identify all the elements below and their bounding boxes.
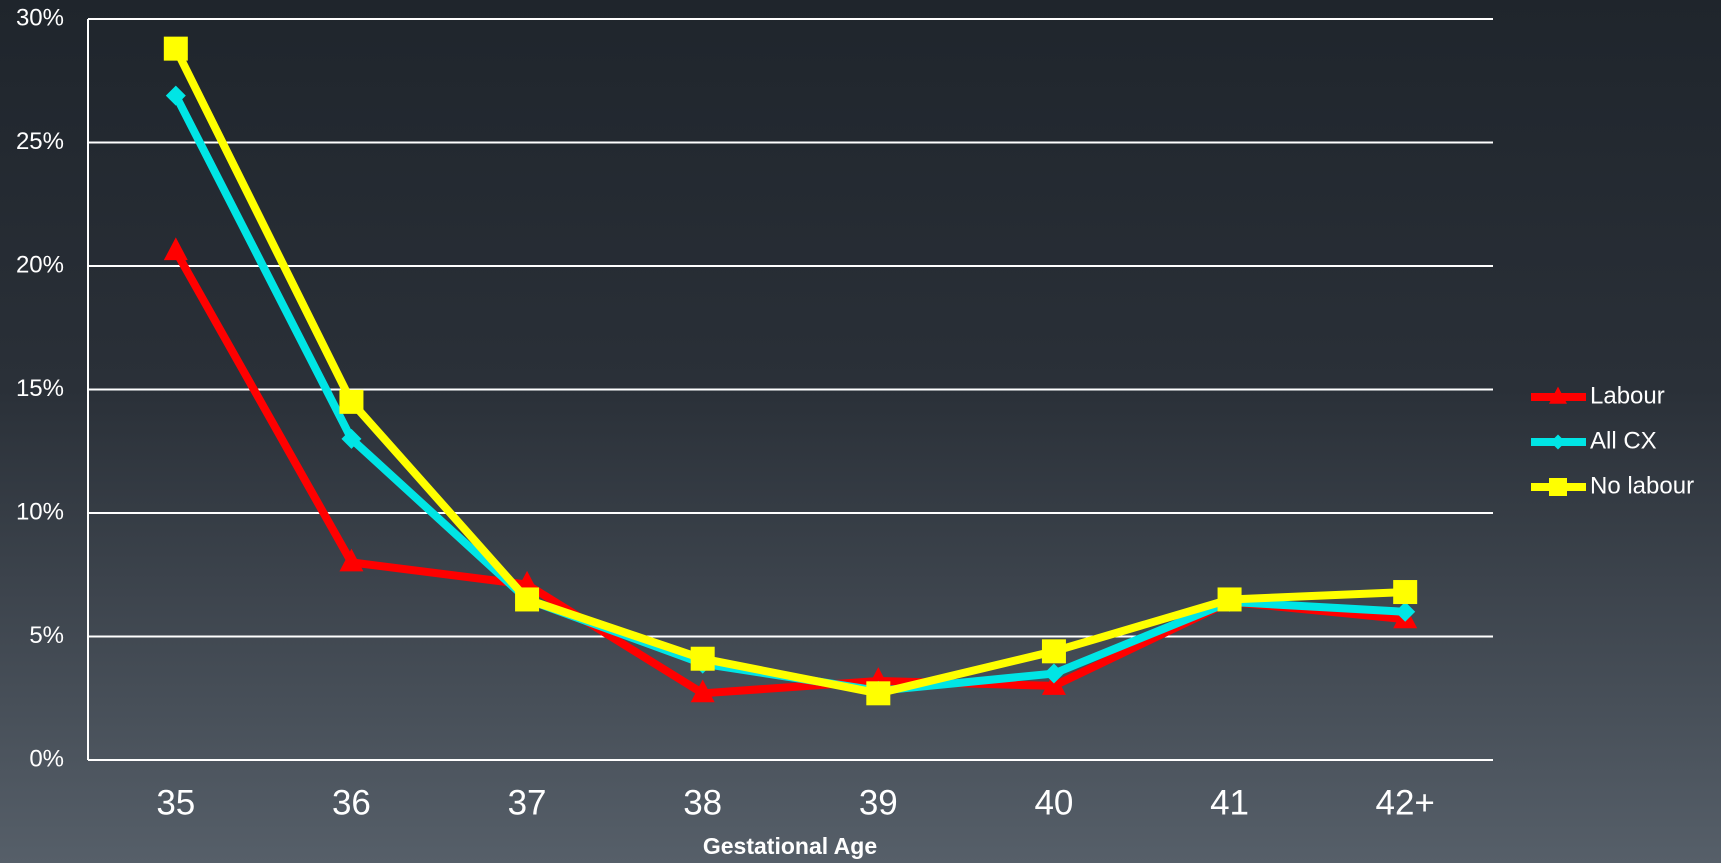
- data-point: [165, 85, 186, 106]
- legend-label: No labour: [1590, 472, 1694, 499]
- x-tick-label: 35: [156, 783, 195, 822]
- data-point: [1217, 587, 1242, 612]
- legend-label: All CX: [1590, 427, 1657, 454]
- y-tick-label: 15%: [16, 375, 64, 402]
- legend-marker: [1549, 386, 1567, 404]
- y-tick-label: 30%: [16, 4, 64, 31]
- data-point: [1043, 663, 1064, 684]
- x-tick-label: 36: [332, 783, 371, 822]
- data-point: [163, 237, 188, 261]
- y-tick-label: 10%: [16, 498, 64, 525]
- series-line: [172, 249, 1406, 698]
- x-tick-label: 40: [1034, 783, 1073, 822]
- legend-marker: [1549, 478, 1567, 496]
- x-tick-label: 41: [1210, 783, 1249, 822]
- data-point: [1395, 601, 1416, 622]
- data-point: [339, 548, 364, 572]
- legend-label: Labour: [1590, 382, 1665, 409]
- x-tick-label: 37: [508, 783, 547, 822]
- y-tick-label: 20%: [16, 251, 64, 278]
- y-tick-label: 5%: [29, 622, 64, 649]
- x-tick-label: 38: [683, 783, 722, 822]
- legend-marker: [1550, 434, 1566, 450]
- data-point: [515, 587, 540, 612]
- y-tick-label: 25%: [16, 128, 64, 155]
- y-tick-label: 0%: [29, 745, 64, 772]
- data-point: [1041, 639, 1066, 664]
- series-line: [172, 46, 1406, 698]
- x-axis-title: Gestational Age: [703, 833, 877, 859]
- x-tick-label: 42+: [1376, 783, 1435, 822]
- data-point: [1393, 580, 1418, 605]
- data-point: [341, 428, 362, 449]
- data-point: [690, 679, 715, 703]
- data-point: [690, 646, 715, 671]
- data-point: [866, 681, 891, 706]
- x-tick-label: 39: [859, 783, 898, 822]
- data-point: [163, 36, 188, 61]
- data-point: [339, 389, 364, 414]
